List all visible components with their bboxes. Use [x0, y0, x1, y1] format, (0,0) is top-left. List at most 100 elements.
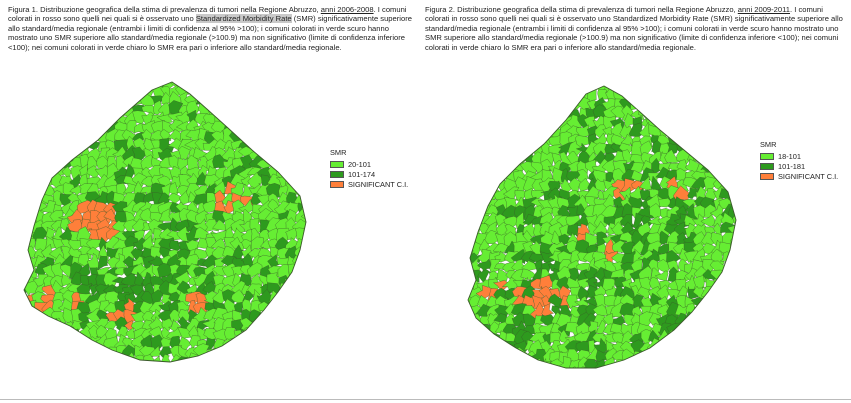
municipality — [275, 110, 290, 125]
municipality — [703, 123, 718, 139]
municipality — [492, 243, 511, 253]
municipality — [51, 147, 65, 162]
municipality — [477, 158, 489, 174]
municipality — [71, 361, 82, 362]
municipality — [528, 252, 546, 265]
municipality — [169, 182, 183, 200]
municipality — [592, 142, 610, 159]
municipality — [24, 164, 36, 181]
municipality — [292, 298, 306, 313]
municipality — [24, 119, 41, 135]
municipality — [720, 89, 732, 102]
municipality — [71, 104, 85, 120]
municipality — [709, 329, 725, 349]
municipality — [305, 102, 306, 117]
municipality — [565, 89, 581, 103]
municipality — [675, 341, 692, 353]
municipality — [59, 326, 75, 340]
municipality — [730, 297, 736, 309]
municipality — [293, 157, 306, 172]
municipality — [675, 356, 690, 368]
municipality — [530, 125, 548, 137]
municipality — [703, 104, 714, 119]
municipality — [24, 148, 39, 165]
municipality — [276, 147, 291, 163]
municipality — [468, 331, 484, 348]
municipality — [212, 85, 227, 100]
municipality — [33, 157, 48, 170]
municipality — [512, 358, 528, 368]
municipality — [304, 282, 306, 295]
municipality — [303, 111, 306, 125]
municipality — [49, 82, 66, 98]
municipality — [730, 123, 736, 140]
municipality — [15, 365, 30, 377]
municipality — [678, 131, 691, 145]
municipality — [24, 156, 28, 173]
municipality — [233, 355, 246, 362]
municipality — [24, 111, 33, 125]
municipality — [268, 111, 283, 126]
municipality — [24, 316, 31, 332]
municipality — [175, 110, 195, 126]
municipality — [24, 309, 33, 324]
municipality — [468, 304, 473, 319]
legend-item-high: 101-174 — [330, 169, 408, 179]
municipality — [88, 84, 99, 98]
municipality — [24, 91, 39, 109]
municipality — [496, 159, 513, 173]
municipality — [727, 159, 736, 175]
municipality — [682, 125, 699, 139]
municipality — [61, 364, 74, 377]
municipality — [486, 122, 501, 139]
municipality — [88, 95, 103, 109]
municipality — [620, 358, 636, 368]
municipality — [294, 119, 306, 133]
municipality — [192, 361, 210, 362]
municipality — [114, 95, 127, 108]
municipality — [682, 350, 698, 364]
municipality — [468, 340, 485, 357]
municipality — [282, 336, 301, 353]
municipality — [276, 127, 293, 145]
municipality — [302, 191, 306, 208]
municipality — [123, 219, 138, 237]
municipality — [738, 106, 751, 120]
municipality — [279, 283, 292, 299]
municipality — [729, 86, 736, 94]
municipality — [50, 82, 67, 91]
municipality — [233, 122, 247, 137]
municipality — [468, 347, 483, 364]
municipality — [539, 369, 554, 382]
municipality — [702, 176, 719, 193]
municipality — [468, 196, 485, 212]
municipality — [489, 131, 501, 147]
municipality — [468, 116, 485, 130]
municipality — [496, 106, 509, 120]
municipality — [24, 228, 32, 241]
municipality — [640, 91, 656, 103]
municipality — [540, 106, 556, 123]
municipality — [731, 215, 736, 228]
municipality — [557, 86, 573, 96]
municipality — [722, 154, 733, 165]
municipality — [547, 180, 561, 195]
municipality — [25, 102, 37, 118]
municipality — [70, 93, 85, 107]
municipality — [719, 325, 736, 338]
municipality — [665, 347, 683, 365]
municipality — [549, 86, 563, 95]
municipality — [479, 88, 489, 103]
municipality — [42, 138, 57, 151]
municipality — [303, 247, 306, 262]
municipality — [30, 175, 46, 187]
municipality — [294, 336, 306, 350]
municipality — [35, 138, 49, 154]
municipality — [468, 358, 474, 368]
municipality — [40, 325, 59, 342]
municipality — [667, 95, 680, 113]
municipality — [24, 262, 32, 278]
municipality — [96, 361, 112, 362]
municipality — [26, 201, 39, 216]
municipality — [520, 357, 536, 368]
